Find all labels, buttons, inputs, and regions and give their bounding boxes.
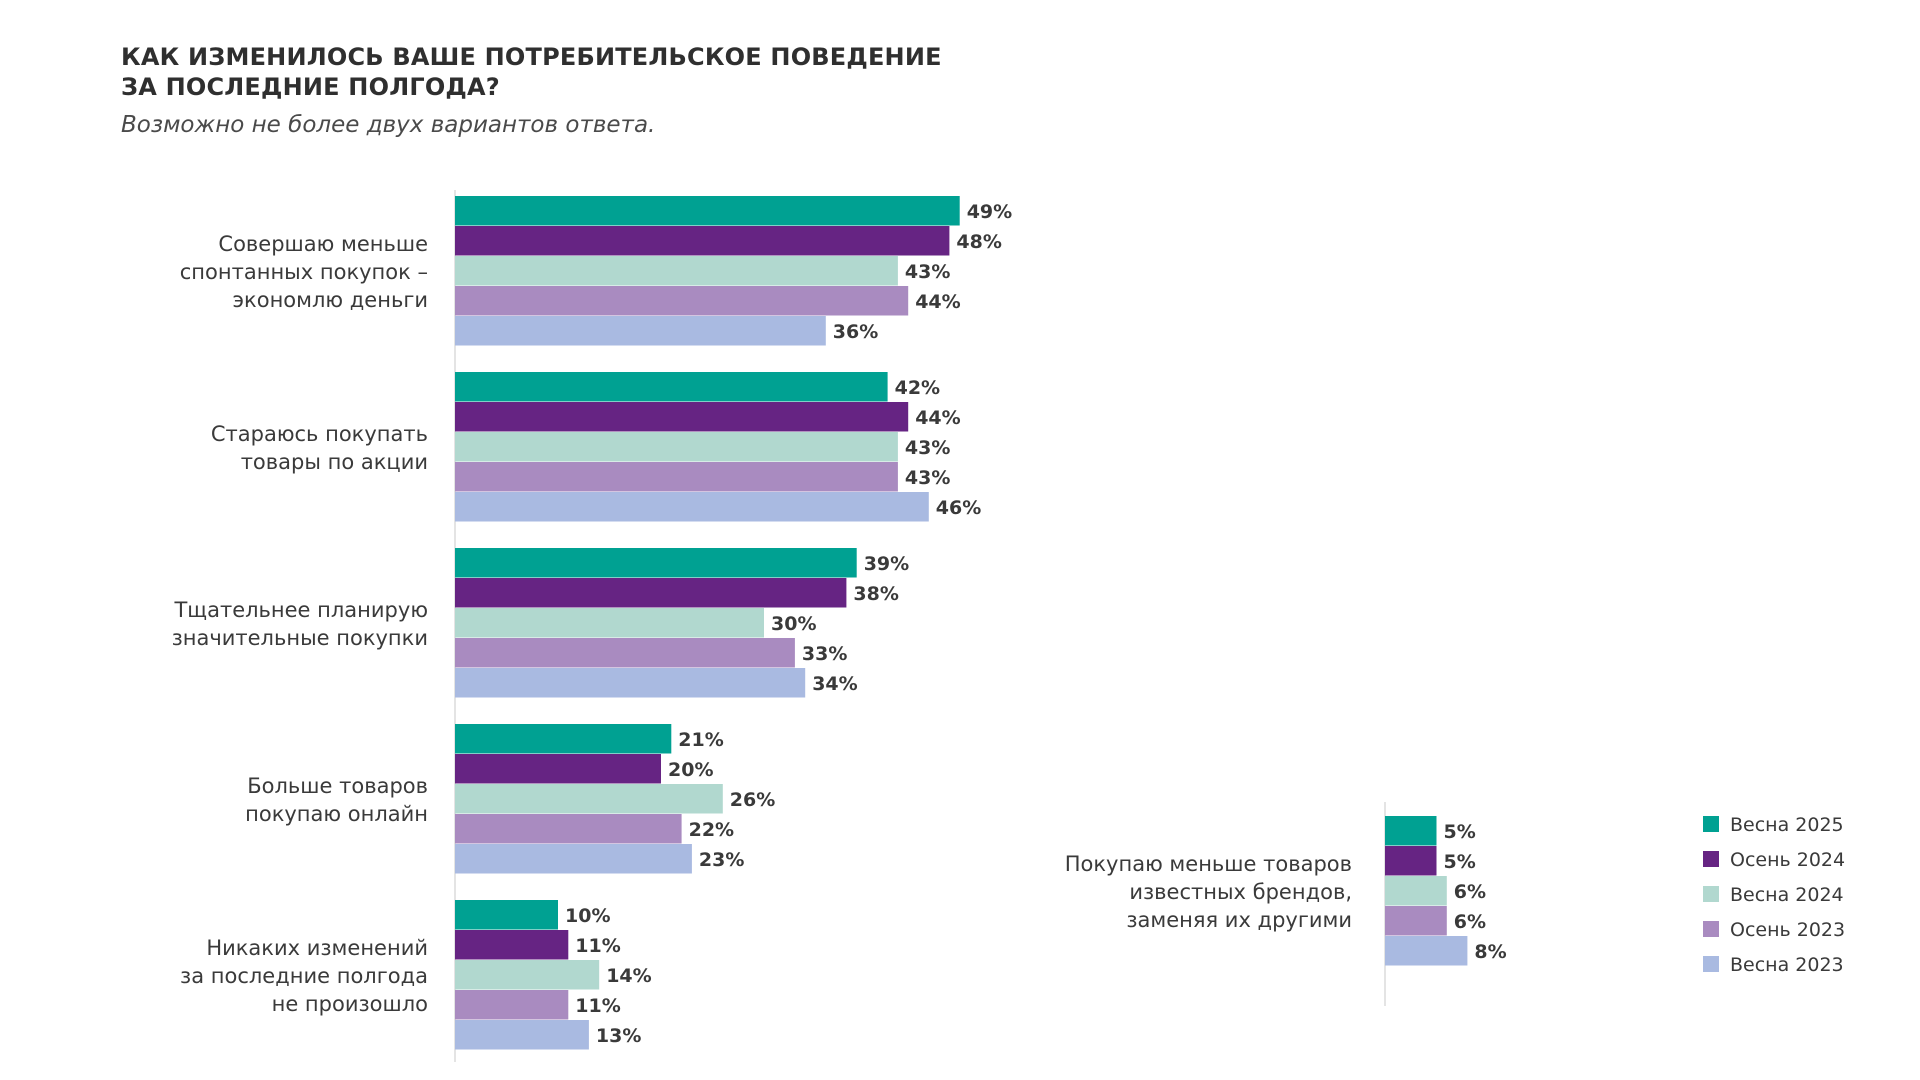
data-label-6-series-5: 8% [1474, 941, 1506, 963]
bar-2-series-2 [455, 402, 909, 432]
data-label-3-series-1: 39% [864, 553, 909, 575]
bar-4-series-1 [455, 724, 672, 754]
legend-swatch-4 [1703, 921, 1719, 937]
bar-3-series-5 [455, 668, 806, 698]
bar-5-series-5 [455, 1020, 589, 1050]
data-label-2-series-3: 43% [905, 437, 950, 459]
data-label-5-series-5: 13% [596, 1025, 641, 1047]
bar-4-series-2 [455, 754, 661, 784]
bar-4-series-3 [455, 784, 723, 814]
data-label-4-series-2: 20% [668, 759, 713, 781]
bar-5-series-2 [455, 930, 569, 960]
bar-6-series-1 [1385, 816, 1437, 846]
data-label-1-series-1: 49% [967, 201, 1012, 223]
category-label-4-line-2: покупаю онлайн [245, 802, 428, 826]
data-label-6-series-3: 6% [1454, 881, 1486, 903]
category-label-2-line-1: Стараюсь покупать [211, 422, 428, 446]
data-label-2-series-1: 42% [895, 377, 940, 399]
data-label-5-series-1: 10% [565, 905, 610, 927]
chart-title-line-2: ЗА ПОСЛЕДНИЕ ПОЛГОДА? [121, 73, 500, 101]
bar-5-series-3 [455, 960, 600, 990]
bar-2-series-3 [455, 432, 898, 462]
category-label-5-line-2: за последние полгода [180, 964, 428, 988]
data-label-1-series-2: 48% [956, 231, 1001, 253]
data-label-2-series-5: 46% [936, 497, 981, 519]
data-label-4-series-5: 23% [699, 849, 744, 871]
bar-1-series-5 [455, 316, 826, 346]
category-label-1-line-2: спонтанных покупок – [180, 260, 428, 284]
data-label-3-series-5: 34% [812, 673, 857, 695]
bar-1-series-1 [455, 196, 960, 226]
data-label-4-series-1: 21% [678, 729, 723, 751]
legend-label-3: Весна 2024 [1730, 884, 1844, 906]
category-label-1-line-1: Совершаю меньше [218, 232, 428, 256]
bar-6-series-2 [1385, 846, 1437, 876]
bar-3-series-1 [455, 548, 857, 578]
data-label-3-series-3: 30% [771, 613, 816, 635]
bar-1-series-3 [455, 256, 898, 286]
bar-3-series-4 [455, 638, 795, 668]
bar-3-series-3 [455, 608, 764, 638]
bar-1-series-2 [455, 226, 950, 256]
category-label-2-line-2: товары по акции [241, 450, 428, 474]
bar-6-series-4 [1385, 906, 1447, 936]
legend-swatch-2 [1703, 851, 1719, 867]
data-label-1-series-4: 44% [915, 291, 960, 313]
legend-swatch-5 [1703, 956, 1719, 972]
legend-label-5: Весна 2023 [1730, 954, 1844, 976]
data-label-4-series-4: 22% [689, 819, 734, 841]
data-label-5-series-2: 11% [575, 935, 620, 957]
legend-label-1: Весна 2025 [1730, 814, 1844, 836]
category-label-3-line-1: Тщательнее планирую [173, 598, 428, 622]
bar-6-series-3 [1385, 876, 1447, 906]
data-label-1-series-5: 36% [833, 321, 878, 343]
category-label-5-line-3: не произошло [272, 992, 428, 1016]
data-label-5-series-3: 14% [606, 965, 651, 987]
data-label-3-series-4: 33% [802, 643, 847, 665]
data-label-5-series-4: 11% [575, 995, 620, 1017]
legend-swatch-1 [1703, 816, 1719, 832]
category-label-6-line-2: известных брендов, [1129, 880, 1352, 904]
data-label-4-series-3: 26% [730, 789, 775, 811]
legend-label-4: Осень 2023 [1730, 919, 1845, 941]
category-label-1-line-3: экономлю деньги [233, 288, 428, 312]
data-label-3-series-2: 38% [853, 583, 898, 605]
bar-1-series-4 [455, 286, 909, 316]
data-label-1-series-3: 43% [905, 261, 950, 283]
data-label-2-series-2: 44% [915, 407, 960, 429]
data-label-2-series-4: 43% [905, 467, 950, 489]
legend-label-2: Осень 2024 [1730, 849, 1845, 871]
bar-2-series-1 [455, 372, 888, 402]
data-label-6-series-2: 5% [1444, 851, 1476, 873]
bar-4-series-4 [455, 814, 682, 844]
category-label-6-line-1: Покупаю меньше товаров [1065, 852, 1352, 876]
bar-6-series-5 [1385, 936, 1468, 966]
chart-title-line-1: КАК ИЗМЕНИЛОСЬ ВАШЕ ПОТРЕБИТЕЛЬСКОЕ ПОВЕ… [121, 43, 942, 71]
bar-2-series-5 [455, 492, 929, 522]
bar-2-series-4 [455, 462, 898, 492]
category-label-5-line-1: Никаких изменений [206, 936, 428, 960]
bar-5-series-1 [455, 900, 558, 930]
chart-title: КАК ИЗМЕНИЛОСЬ ВАШЕ ПОТРЕБИТЕЛЬСКОЕ ПОВЕ… [121, 42, 1021, 102]
category-label-3-line-2: значительные покупки [172, 626, 428, 650]
category-label-6-line-3: заменяя их другими [1126, 908, 1352, 932]
data-label-6-series-4: 6% [1454, 911, 1486, 933]
bar-5-series-4 [455, 990, 569, 1020]
chart-subtitle: Возможно не более двух вариантов ответа. [121, 112, 656, 138]
bar-4-series-5 [455, 844, 692, 874]
category-label-4-line-1: Больше товаров [247, 774, 428, 798]
data-label-6-series-1: 5% [1444, 821, 1476, 843]
bar-3-series-2 [455, 578, 847, 608]
legend-swatch-3 [1703, 886, 1719, 902]
